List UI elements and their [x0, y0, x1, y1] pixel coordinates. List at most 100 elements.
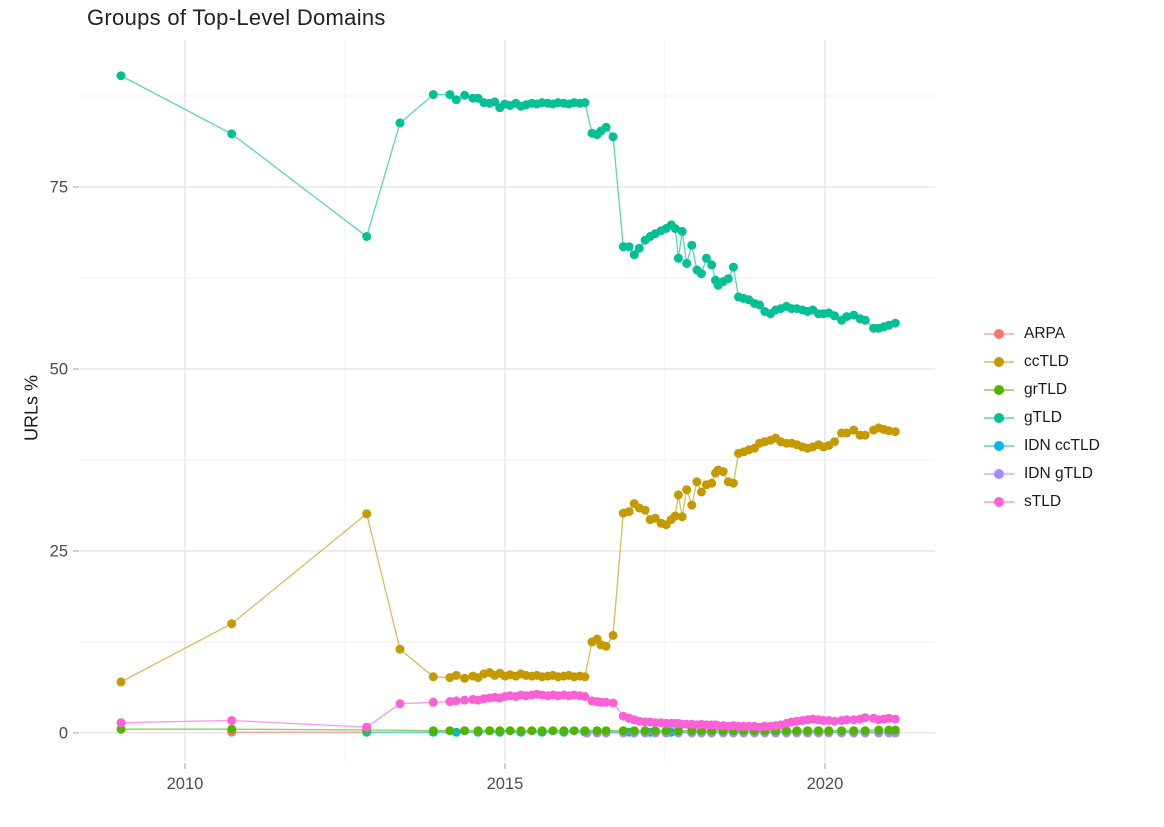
data-point: [559, 726, 569, 736]
data-point: [428, 697, 438, 707]
data-point: [608, 132, 618, 142]
data-point: [696, 487, 706, 497]
data-point: [618, 726, 628, 736]
legend-label: sTLD: [1024, 493, 1062, 510]
data-point: [723, 274, 733, 284]
data-point: [395, 118, 405, 128]
data-point: [601, 697, 611, 707]
data-point: [362, 722, 372, 732]
data-point: [527, 726, 537, 736]
x-tick-label: 2015: [487, 775, 524, 793]
legend-item-idn-cctld: IDN ccTLD: [983, 432, 1100, 460]
data-point: [395, 644, 405, 654]
y-tick-label: 0: [59, 724, 68, 742]
data-point: [505, 726, 515, 736]
data-point: [485, 726, 495, 736]
legend-key-icon: [984, 329, 1014, 339]
data-point: [362, 509, 372, 519]
data-point: [227, 716, 237, 725]
data-point: [682, 258, 692, 268]
data-point: [580, 726, 590, 736]
data-point: [824, 726, 834, 736]
data-point: [661, 726, 671, 736]
data-point: [451, 95, 461, 105]
data-point: [860, 315, 870, 325]
data-point: [428, 726, 438, 736]
data-point: [803, 726, 813, 736]
data-point: [884, 725, 894, 735]
data-point: [362, 232, 372, 241]
legend-label: IDN ccTLD: [1024, 437, 1100, 454]
data-point: [682, 485, 692, 495]
data-point: [860, 713, 870, 723]
legend-key-icon: [984, 413, 1014, 423]
data-point: [837, 726, 847, 736]
legend-key-icon: [984, 469, 1014, 479]
data-point: [707, 260, 717, 270]
data-point: [460, 726, 470, 736]
data-point: [495, 726, 505, 736]
data-point: [116, 71, 126, 81]
data-point: [640, 505, 650, 515]
data-point: [890, 318, 900, 328]
data-point: [460, 90, 470, 100]
data-point: [608, 630, 618, 640]
data-point: [677, 512, 687, 522]
data-point: [782, 726, 791, 736]
data-point: [445, 90, 455, 100]
data-point: [227, 129, 237, 139]
data-point: [890, 427, 900, 437]
data-point: [842, 312, 852, 322]
data-point: [116, 718, 126, 728]
series-stld: [116, 689, 900, 732]
data-point: [849, 726, 859, 736]
data-point: [673, 253, 683, 263]
data-point: [670, 224, 680, 233]
data-point: [395, 699, 405, 709]
data-point: [755, 300, 765, 310]
data-point: [537, 726, 547, 736]
data-point: [792, 726, 802, 736]
data-point: [601, 641, 611, 651]
data-point: [849, 425, 859, 435]
legend-item-idn-gtld: IDN gTLD: [983, 460, 1100, 488]
data-point: [460, 695, 470, 705]
data-point: [428, 672, 438, 682]
legend-label: gTLD: [1024, 409, 1062, 426]
data-point: [860, 726, 870, 736]
data-point: [874, 725, 884, 735]
y-tick-label: 25: [50, 542, 68, 560]
data-point: [569, 726, 579, 736]
data-point: [601, 726, 611, 736]
data-point: [692, 477, 702, 487]
data-point: [673, 490, 683, 500]
legend-item-cctld: ccTLD: [983, 348, 1100, 376]
x-tick-label: 2010: [167, 775, 204, 793]
series-cctld: [116, 423, 900, 687]
data-point: [650, 726, 660, 736]
legend-item-grtld: grTLD: [983, 376, 1100, 404]
data-point: [842, 428, 852, 438]
data-point: [830, 311, 839, 321]
data-point: [608, 698, 618, 708]
legend-item-stld: sTLD: [983, 488, 1100, 516]
data-point: [601, 122, 611, 132]
data-point: [548, 726, 558, 736]
data-point: [629, 250, 639, 260]
series-grtld: [116, 724, 900, 736]
series-idn-cctld: [362, 727, 894, 737]
data-point: [624, 242, 634, 252]
data-point: [687, 726, 697, 736]
data-point: [640, 726, 650, 736]
data-point: [451, 670, 461, 680]
data-point: [490, 97, 500, 107]
data-point: [451, 696, 461, 706]
data-point: [516, 726, 526, 736]
legend: ARPA ccTLD grTLD gTLD IDN ccTLD IDN gTLD sTLD: [983, 320, 1100, 516]
data-point: [116, 724, 126, 734]
data-point: [830, 716, 839, 726]
data-point: [728, 262, 738, 272]
legend-key-icon: [984, 441, 1014, 451]
